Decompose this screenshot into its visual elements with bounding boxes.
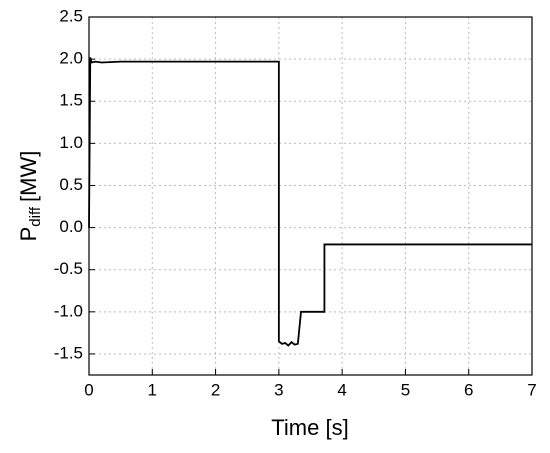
y-label-unit: [MW] bbox=[16, 151, 41, 202]
y-tick-label: -1.0 bbox=[54, 301, 83, 320]
y-label-sub: diff bbox=[27, 206, 44, 227]
y-tick-label: -1.5 bbox=[54, 343, 83, 362]
y-tick-label: 0.5 bbox=[59, 175, 83, 194]
x-tick-label: 7 bbox=[527, 380, 536, 399]
data-line bbox=[88, 57, 532, 347]
x-tick-label: 2 bbox=[211, 380, 220, 399]
plot-frame bbox=[88, 16, 533, 376]
y-tick-label: 1.5 bbox=[59, 91, 83, 110]
y-tick-label: 2.5 bbox=[59, 6, 83, 25]
x-tick-label: 0 bbox=[84, 380, 93, 399]
x-tick-label: 3 bbox=[274, 380, 283, 399]
x-tick-label: 4 bbox=[337, 380, 346, 399]
x-tick-label: 1 bbox=[148, 380, 157, 399]
x-tick-label: 5 bbox=[401, 380, 410, 399]
x-axis-label: Time [s] bbox=[271, 415, 348, 440]
x-tick-label: 6 bbox=[464, 380, 473, 399]
y-tick-label: -0.5 bbox=[54, 259, 83, 278]
y-axis-label: Pdiff [MW] bbox=[16, 151, 44, 242]
y-tick-label: 1.0 bbox=[59, 133, 83, 152]
y-label-main: P bbox=[16, 227, 41, 242]
y-tick-label: 0.0 bbox=[59, 217, 83, 236]
y-tick-label: 2.0 bbox=[59, 49, 83, 68]
